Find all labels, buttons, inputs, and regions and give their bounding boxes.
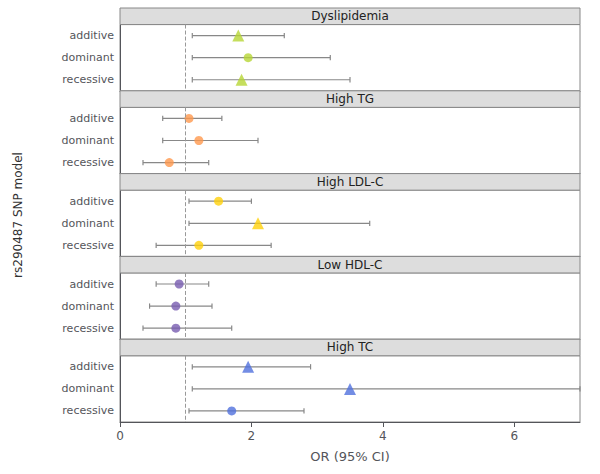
svg-text:0: 0: [116, 429, 124, 443]
svg-text:additive: additive: [70, 360, 115, 373]
svg-text:2: 2: [248, 429, 256, 443]
svg-text:recessive: recessive: [62, 322, 114, 335]
svg-text:rs290487 SNP model: rs290487 SNP model: [11, 152, 25, 278]
svg-text:4: 4: [379, 429, 387, 443]
svg-text:additive: additive: [70, 112, 115, 125]
svg-text:High TG: High TG: [326, 92, 374, 106]
svg-text:Low HDL-C: Low HDL-C: [318, 258, 383, 272]
svg-text:High TC: High TC: [327, 340, 373, 354]
svg-text:recessive: recessive: [62, 239, 114, 252]
svg-text:dominant: dominant: [62, 134, 115, 147]
svg-text:recessive: recessive: [62, 156, 114, 169]
svg-text:additive: additive: [70, 29, 115, 42]
svg-text:additive: additive: [70, 195, 115, 208]
svg-text:dominant: dominant: [62, 51, 115, 64]
svg-text:High LDL-C: High LDL-C: [317, 175, 384, 189]
svg-text:recessive: recessive: [62, 404, 114, 417]
svg-text:6: 6: [510, 429, 518, 443]
svg-text:Dyslipidemia: Dyslipidemia: [311, 9, 389, 23]
svg-text:dominant: dominant: [62, 300, 115, 313]
svg-text:additive: additive: [70, 278, 115, 291]
svg-text:dominant: dominant: [62, 217, 115, 230]
svg-text:recessive: recessive: [62, 73, 114, 86]
svg-text:OR (95% CI): OR (95% CI): [310, 449, 389, 464]
svg-text:dominant: dominant: [62, 382, 115, 395]
